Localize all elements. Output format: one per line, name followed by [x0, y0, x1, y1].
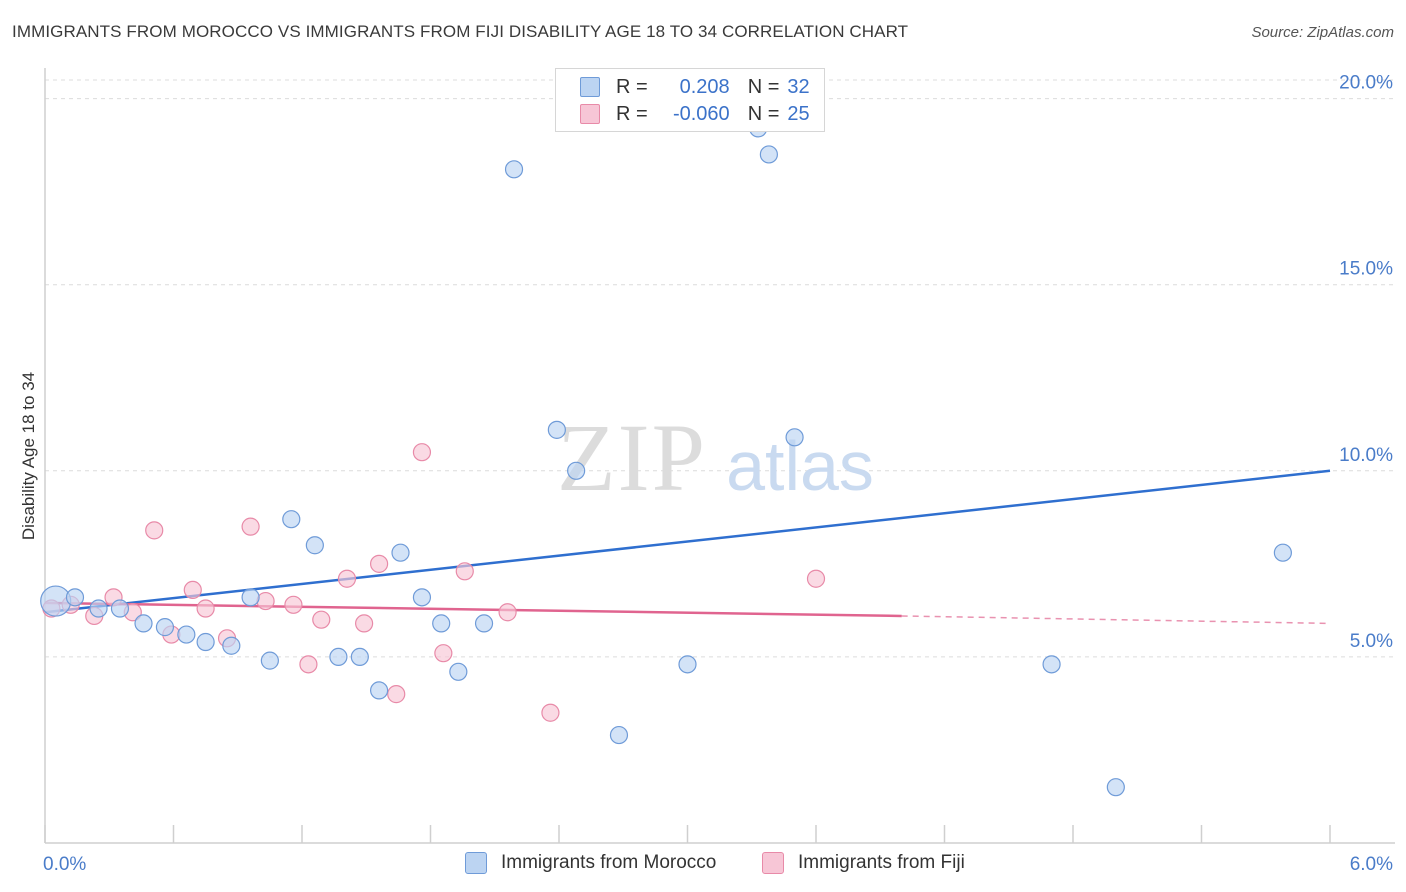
fiji-point [541, 703, 560, 722]
grid-lines [45, 79, 1395, 658]
fiji-point [370, 554, 389, 573]
fiji-point [256, 591, 275, 611]
y-tick-label: 5.0% [1350, 631, 1393, 652]
morocco-point [504, 160, 524, 179]
morocco-point [1273, 543, 1292, 562]
morocco-point [282, 510, 301, 529]
morocco-point [547, 420, 566, 439]
fiji-trend-line-dashed [901, 615, 1331, 625]
morocco-r-value: 0.208 [679, 75, 730, 98]
morocco-point [65, 588, 85, 607]
morocco-swatch [580, 77, 600, 97]
chart-title: IMMIGRANTS FROM MOROCCO VS IMMIGRANTS FR… [12, 22, 909, 41]
watermark: ZIP atlas [557, 404, 874, 511]
morocco-legend-swatch [465, 852, 487, 874]
fiji-point [241, 517, 260, 536]
morocco-point [678, 655, 697, 674]
legend-row-fiji: R = -0.060 N = 25 [580, 101, 810, 127]
x-tick-label: 6.0% [1350, 854, 1393, 875]
trend-lines [44, 469, 1331, 625]
fiji-point [196, 599, 215, 618]
morocco-trend-line [44, 469, 1331, 614]
morocco-legend-label: Immigrants from Morocco [501, 852, 717, 873]
morocco-point [329, 647, 348, 667]
morocco-point [370, 681, 389, 700]
fiji-legend-swatch [762, 852, 784, 874]
morocco-point [260, 651, 279, 670]
morocco-point [785, 428, 804, 447]
y-tick-label: 10.0% [1339, 445, 1393, 466]
watermark-zip: ZIP [557, 404, 707, 511]
fiji-point [299, 655, 318, 674]
legend-item-morocco: Immigrants from Morocco [465, 852, 716, 874]
fiji-point [455, 562, 474, 581]
fiji-swatch [580, 104, 600, 124]
morocco-point [89, 599, 108, 618]
fiji-point [498, 603, 517, 622]
chart-source: Source: ZipAtlas.com [1251, 24, 1394, 41]
fiji-point [355, 614, 374, 633]
morocco-n-value: 32 [787, 75, 810, 98]
morocco-point [134, 614, 153, 633]
morocco-point [305, 536, 324, 555]
morocco-point [609, 725, 629, 745]
morocco-point [177, 625, 196, 644]
fiji-point [412, 443, 432, 462]
fiji-trend-line [44, 601, 902, 618]
axes [44, 68, 1395, 844]
morocco-point [412, 588, 432, 607]
morocco-point [196, 632, 215, 652]
fiji-point [183, 580, 202, 600]
tick-labels: 5.0% 10.0% 15.0% 20.0% 0.0% 6.0% [43, 73, 1393, 875]
morocco-point [391, 543, 410, 562]
morocco-point [474, 614, 494, 633]
legend-row-morocco: R = 0.208 N = 32 [580, 74, 810, 100]
r-label: R = [616, 75, 648, 98]
morocco-point [350, 647, 369, 667]
n-label: N = [747, 102, 780, 125]
morocco-point [449, 662, 468, 681]
morocco-point [759, 145, 778, 164]
y-axis-label: Disability Age 18 to 34 [19, 372, 38, 540]
morocco-point [40, 585, 72, 617]
fiji-point [434, 644, 453, 663]
morocco-point [222, 636, 241, 655]
fiji-legend-label: Immigrants from Fiji [798, 852, 965, 873]
n-label: N = [747, 75, 780, 98]
y-tick-label: 15.0% [1339, 259, 1393, 280]
legend-item-fiji: Immigrants from Fiji [762, 852, 965, 874]
fiji-point [387, 685, 406, 704]
fiji-point [145, 521, 164, 540]
morocco-point [110, 599, 130, 618]
fiji-n-value: 25 [787, 102, 810, 125]
morocco-point [1042, 655, 1061, 674]
morocco-point [155, 618, 175, 637]
fiji-point [284, 595, 303, 614]
fiji-point [806, 569, 826, 588]
r-label: R = [616, 102, 648, 125]
stats-legend: R = 0.208 N = 32 R = -0.060 N = 25 [555, 68, 825, 132]
data-points [40, 119, 1292, 797]
morocco-point [241, 588, 260, 607]
morocco-point [432, 614, 451, 633]
x-tick-label: 0.0% [43, 854, 86, 875]
fiji-r-value: -0.060 [672, 102, 730, 125]
y-tick-label: 20.0% [1339, 73, 1393, 94]
fiji-point [337, 569, 357, 588]
morocco-point [567, 461, 586, 480]
morocco-point [1106, 778, 1125, 797]
series-legend: Immigrants from Morocco Immigrants from … [0, 852, 1406, 878]
fiji-point [312, 610, 331, 629]
